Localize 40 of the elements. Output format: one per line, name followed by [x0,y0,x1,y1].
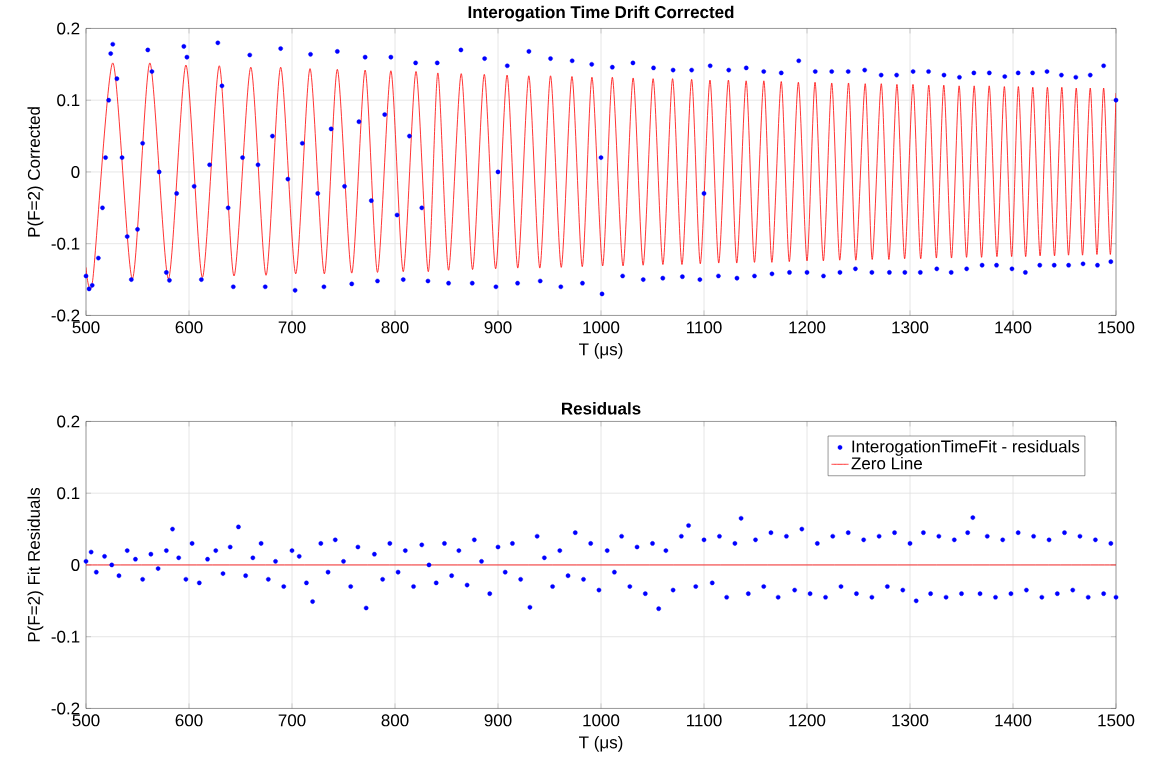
x-tick-label: 700 [278,714,306,727]
y-tick-label: -0.1 [51,630,80,643]
y-tick-label: 0 [71,165,80,178]
y-axis-title: P(F=2) Corrected [27,106,44,237]
x-tick-label: 1500 [1098,714,1135,727]
y-tick-label: 0.2 [57,22,80,35]
x-axis-title: T (μs) [579,342,623,359]
legend-label: Zero Line [851,456,922,470]
legend-label: InterogationTimeFit - residuals [852,439,1080,456]
x-tick-label: 1200 [789,321,826,334]
x-tick-label: 1300 [892,714,929,727]
x-tick-label: 900 [484,714,512,727]
y-tick-label: -0.2 [51,309,80,322]
x-tick-label: 500 [72,321,100,334]
y-tick-label: 0 [71,558,80,571]
x-tick-label: 600 [175,714,203,727]
x-tick-label: 1100 [687,714,722,727]
y-tick-label: 0.2 [57,415,80,428]
x-tick-label: 1500 [1098,321,1135,334]
chart-title: Residuals [561,401,641,415]
x-tick-label: 1400 [995,714,1032,727]
y-tick-label: -0.1 [51,237,80,250]
x-tick-label: 1100 [687,321,722,334]
x-tick-label: 900 [484,321,512,334]
x-tick-label: 1300 [892,321,929,334]
x-tick-label: 800 [381,321,409,334]
y-tick-label: 0.1 [57,93,80,106]
y-tick-label: 0.1 [57,486,80,500]
y-tick-label: -0.2 [51,702,80,715]
x-tick-label: 800 [381,714,409,727]
x-tick-label: 1400 [995,321,1032,334]
x-tick-label: 1200 [789,714,826,727]
x-tick-label: 700 [278,321,306,334]
x-axis-title: T (μs) [579,735,623,752]
y-axis-title: P(F=2) Fit Residuals [27,487,44,642]
x-tick-label: 600 [175,321,203,334]
x-tick-label: 1000 [583,321,620,334]
x-tick-label: 1000 [583,714,620,727]
x-tick-label: 500 [72,714,100,727]
chart-title: Interogation Time Drift Corrected [468,5,734,22]
